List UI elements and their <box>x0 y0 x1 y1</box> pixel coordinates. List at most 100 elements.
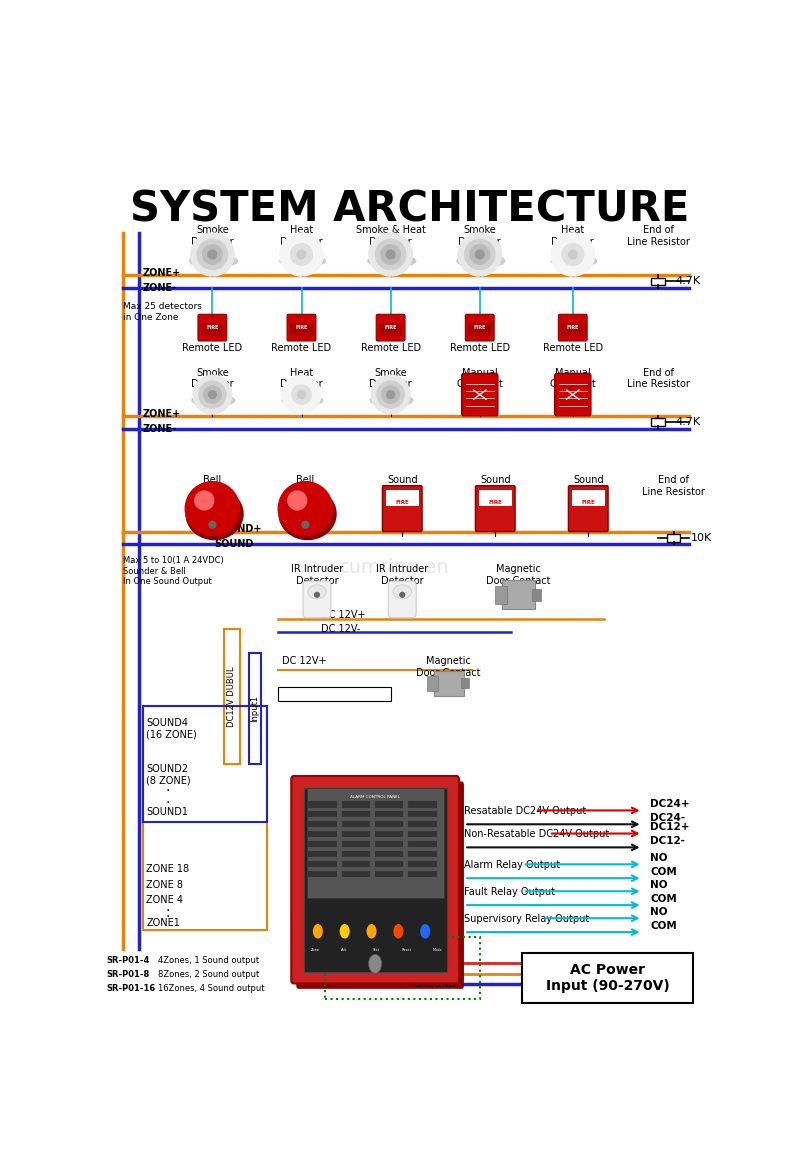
Bar <box>375 810 403 817</box>
Text: SR-P01-8: SR-P01-8 <box>106 970 150 979</box>
Text: Sound
Strobe: Sound Strobe <box>386 475 418 497</box>
Ellipse shape <box>282 396 323 405</box>
Text: Zone: Zone <box>310 947 320 952</box>
Text: FIRE: FIRE <box>488 500 502 505</box>
Text: Magnetic
Door Contact: Magnetic Door Contact <box>486 564 550 586</box>
FancyBboxPatch shape <box>303 581 331 618</box>
Ellipse shape <box>279 488 336 540</box>
Ellipse shape <box>314 591 320 598</box>
Ellipse shape <box>290 244 312 266</box>
FancyBboxPatch shape <box>462 374 498 416</box>
Text: Bell: Bell <box>203 475 222 486</box>
Ellipse shape <box>186 481 239 535</box>
Text: Sound
Strobe: Sound Strobe <box>479 475 511 497</box>
Text: Smoke
Detector: Smoke Detector <box>458 225 501 247</box>
Bar <box>342 850 370 857</box>
Text: NO: NO <box>650 881 668 890</box>
Text: Fault Relay Output: Fault Relay Output <box>464 888 555 897</box>
Text: Ack: Ack <box>341 947 348 952</box>
Ellipse shape <box>302 521 309 528</box>
Ellipse shape <box>386 251 395 259</box>
Text: Test: Test <box>371 947 378 952</box>
Text: 4Zones, 1 Sound output: 4Zones, 1 Sound output <box>158 956 259 965</box>
Text: SR-P01-4: SR-P01-4 <box>106 956 150 965</box>
Text: SOUND1: SOUND1 <box>146 807 189 817</box>
Text: ZONE 8: ZONE 8 <box>146 879 183 890</box>
Bar <box>290 323 313 336</box>
Ellipse shape <box>377 381 404 409</box>
Ellipse shape <box>369 233 412 276</box>
Ellipse shape <box>199 381 226 409</box>
Text: GROUND: GROUND <box>412 979 457 989</box>
Bar <box>375 801 403 808</box>
Text: DC24-: DC24- <box>650 813 686 823</box>
Bar <box>309 841 337 848</box>
Circle shape <box>313 924 323 939</box>
Text: 4.7K: 4.7K <box>675 417 700 427</box>
Text: SR-P01-16: SR-P01-16 <box>106 984 155 993</box>
Bar <box>342 841 370 848</box>
Ellipse shape <box>308 584 326 598</box>
Bar <box>342 870 370 877</box>
Bar <box>522 953 693 1002</box>
Bar <box>651 278 665 286</box>
Text: Smoke
Detector: Smoke Detector <box>191 368 234 389</box>
Circle shape <box>366 924 377 939</box>
Text: ZONE 4: ZONE 4 <box>146 895 183 905</box>
Bar <box>375 870 403 877</box>
Ellipse shape <box>282 376 321 413</box>
Bar <box>379 323 402 336</box>
FancyBboxPatch shape <box>388 581 416 618</box>
Ellipse shape <box>370 395 413 406</box>
Text: 8Zones, 2 Sound output: 8Zones, 2 Sound output <box>158 970 259 979</box>
Bar <box>224 630 239 765</box>
Text: DC12+: DC12+ <box>650 822 690 833</box>
Text: NO: NO <box>650 854 668 863</box>
Circle shape <box>420 924 430 939</box>
Ellipse shape <box>202 245 222 265</box>
Text: Non-Resatable DC24V Output: Non-Resatable DC24V Output <box>464 829 610 840</box>
Bar <box>142 706 266 822</box>
Text: Heat
Detector: Heat Detector <box>551 225 594 247</box>
FancyBboxPatch shape <box>382 486 422 532</box>
Ellipse shape <box>399 591 406 598</box>
Text: ZONE1: ZONE1 <box>146 918 180 929</box>
Text: SOUND: SOUND <box>214 539 254 549</box>
Text: ZONE 18: ZONE 18 <box>146 864 190 875</box>
Ellipse shape <box>280 233 323 276</box>
Bar <box>409 841 437 848</box>
Text: FIRE: FIRE <box>474 326 486 330</box>
Ellipse shape <box>186 488 243 540</box>
Bar <box>249 652 261 765</box>
Text: Sound
Strobe: Sound Strobe <box>572 475 604 497</box>
Ellipse shape <box>190 254 238 267</box>
Text: ZONE+: ZONE+ <box>142 409 181 419</box>
Text: Resatable DC24V Output: Resatable DC24V Output <box>464 806 586 816</box>
Text: .: . <box>166 792 170 806</box>
FancyBboxPatch shape <box>475 486 515 532</box>
Text: SOUND4
(16 ZONE): SOUND4 (16 ZONE) <box>146 718 198 740</box>
Text: DC12V DUBUL: DC12V DUBUL <box>227 666 236 727</box>
Bar <box>469 323 491 336</box>
Text: .: . <box>166 899 170 913</box>
Bar <box>409 870 437 877</box>
Text: Supervisory Input2: Supervisory Input2 <box>291 691 378 699</box>
Text: Smoke
Detector: Smoke Detector <box>370 368 412 389</box>
Ellipse shape <box>292 385 311 404</box>
Ellipse shape <box>197 239 227 269</box>
Ellipse shape <box>569 251 577 259</box>
Text: DC24+: DC24+ <box>650 800 690 809</box>
Text: FIRE: FIRE <box>566 326 579 330</box>
Text: Smoke & Heat
Detector: Smoke & Heat Detector <box>356 225 426 247</box>
Text: 16Zones, 4 Sound output: 16Zones, 4 Sound output <box>158 984 265 993</box>
Ellipse shape <box>298 391 306 398</box>
Bar <box>306 788 444 898</box>
Bar <box>409 821 437 828</box>
Ellipse shape <box>193 376 232 413</box>
FancyBboxPatch shape <box>198 314 226 341</box>
Ellipse shape <box>393 584 411 598</box>
Text: Supervisory Relay Output: Supervisory Relay Output <box>464 915 590 924</box>
Ellipse shape <box>209 391 216 398</box>
Bar <box>461 678 470 689</box>
Text: 4.7K: 4.7K <box>675 276 700 287</box>
